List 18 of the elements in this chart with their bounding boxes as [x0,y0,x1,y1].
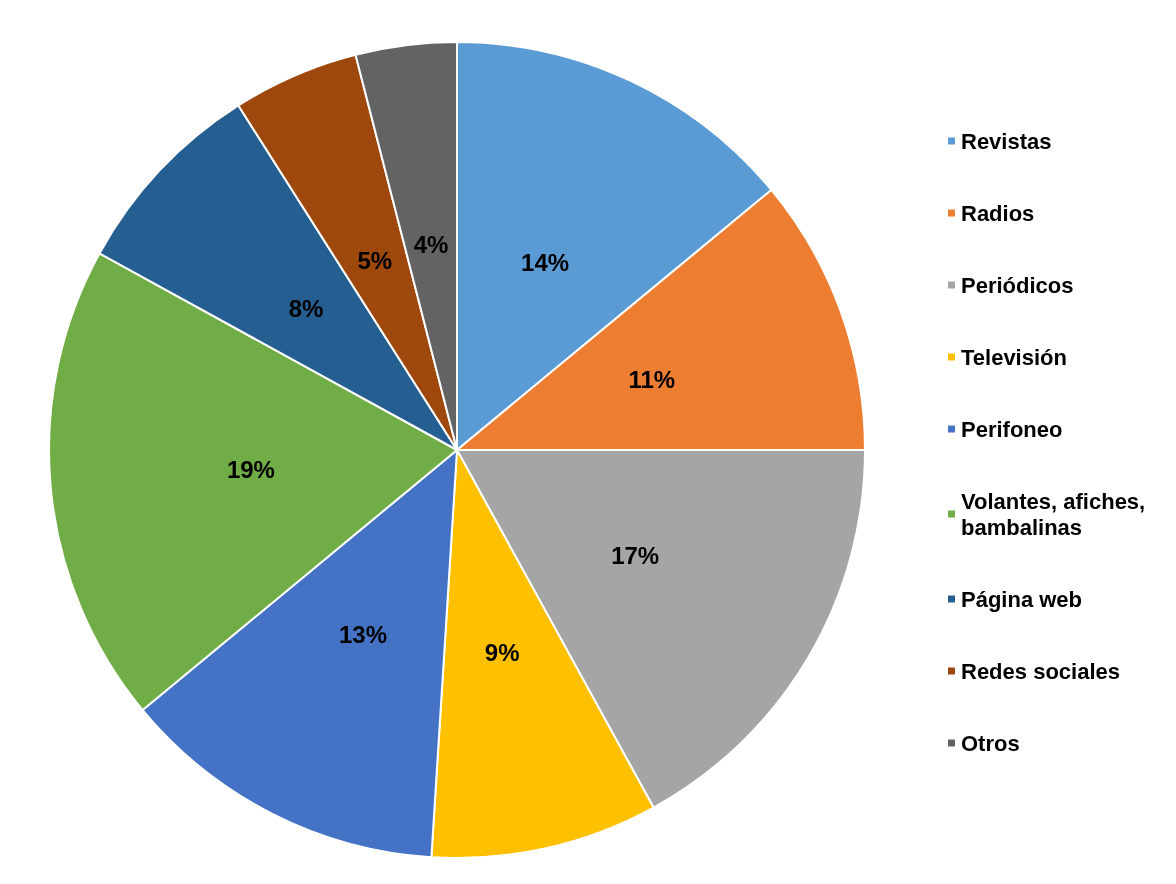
data-label: 14% [521,249,570,277]
data-label: 8% [288,294,324,322]
data-label: 17% [611,541,660,569]
legend-label: Volantes, afiches, bambalinas [961,488,1152,540]
legend-label: Revistas [961,128,1052,154]
legend-label: Redes sociales [961,658,1120,684]
data-label: 5% [357,246,393,274]
legend-label: Televisión [961,344,1067,370]
data-label: 13% [339,620,388,648]
legend-label: Otros [961,730,1020,756]
legend-label: Página web [961,586,1083,612]
legend-label: Periódicos [961,272,1074,298]
legend-label: Perifoneo [961,416,1063,442]
legend-label: Radios [961,200,1035,226]
data-label: 11% [628,366,676,394]
data-label: 9% [484,638,520,666]
data-label: 19% [226,455,275,483]
data-label: 4% [413,231,449,259]
